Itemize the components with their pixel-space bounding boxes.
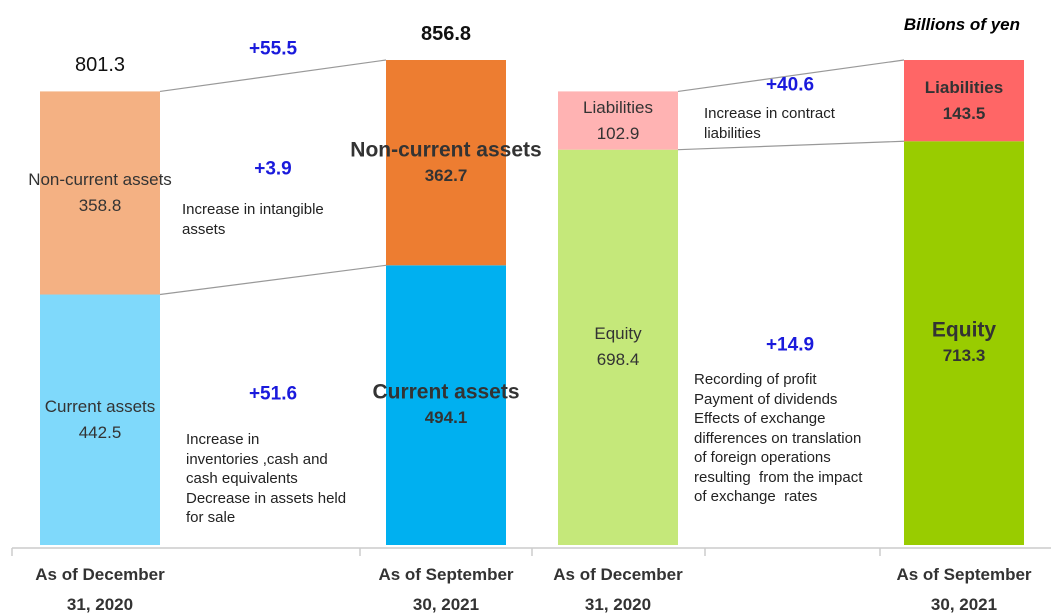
bar-segment (904, 141, 1024, 546)
segment-value: 442.5 (78, 422, 122, 442)
connector (159, 59, 387, 93)
connector (677, 59, 905, 93)
total-label: 856.8 (420, 23, 472, 45)
change-note: Increase in inventories ,cash and cash e… (186, 431, 347, 526)
segment-name: Liabilities (583, 97, 653, 117)
connector (159, 264, 387, 296)
segment-name: Non-current assets (28, 169, 172, 189)
segment-value: 494.1 (424, 408, 468, 428)
change-label: +51.6 (248, 383, 298, 405)
connector (677, 140, 905, 151)
bar-segment (40, 294, 160, 545)
change-note: Increase in contract liabilities (704, 105, 835, 142)
segment-value: 102.9 (596, 123, 640, 143)
x-tick-label: As of December 31, 2020 (553, 565, 683, 614)
change-label: +40.6 (765, 74, 815, 96)
segment-value: 143.5 (942, 103, 986, 123)
segment-value: 698.4 (596, 350, 640, 370)
segment-value: 362.7 (424, 165, 468, 185)
segment-name: Non-current assets (350, 137, 542, 161)
bar-segment (386, 265, 506, 545)
unit-label: Billions of yen (903, 15, 1020, 34)
change-label: +3.9 (254, 158, 292, 180)
change-note: Recording of profit Payment of dividends… (694, 371, 863, 505)
bar-segment (904, 60, 1024, 142)
segment-value: 358.8 (78, 195, 122, 215)
change-label: +14.9 (765, 334, 815, 356)
bar-segment (40, 91, 160, 295)
bar-segment (386, 60, 506, 266)
x-tick-label: As of September 30, 2021 (896, 565, 1032, 614)
x-tick-label: As of September 30, 2021 (378, 565, 514, 614)
total-label: 801.3 (74, 54, 126, 77)
segment-name: Equity (931, 318, 997, 342)
segment-name: Liabilities (924, 77, 1004, 97)
segment-name: Equity (594, 324, 642, 344)
segment-value: 713.3 (942, 346, 986, 366)
segment-name: Current assets (44, 396, 156, 416)
bar-segment (558, 91, 678, 150)
change-label: +55.5 (248, 38, 298, 60)
segment-name: Current assets (372, 380, 520, 404)
change-note: Increase in intangible assets (182, 201, 324, 238)
bar-segment (558, 149, 678, 545)
x-tick-label: As of December 31, 2020 (35, 565, 165, 614)
